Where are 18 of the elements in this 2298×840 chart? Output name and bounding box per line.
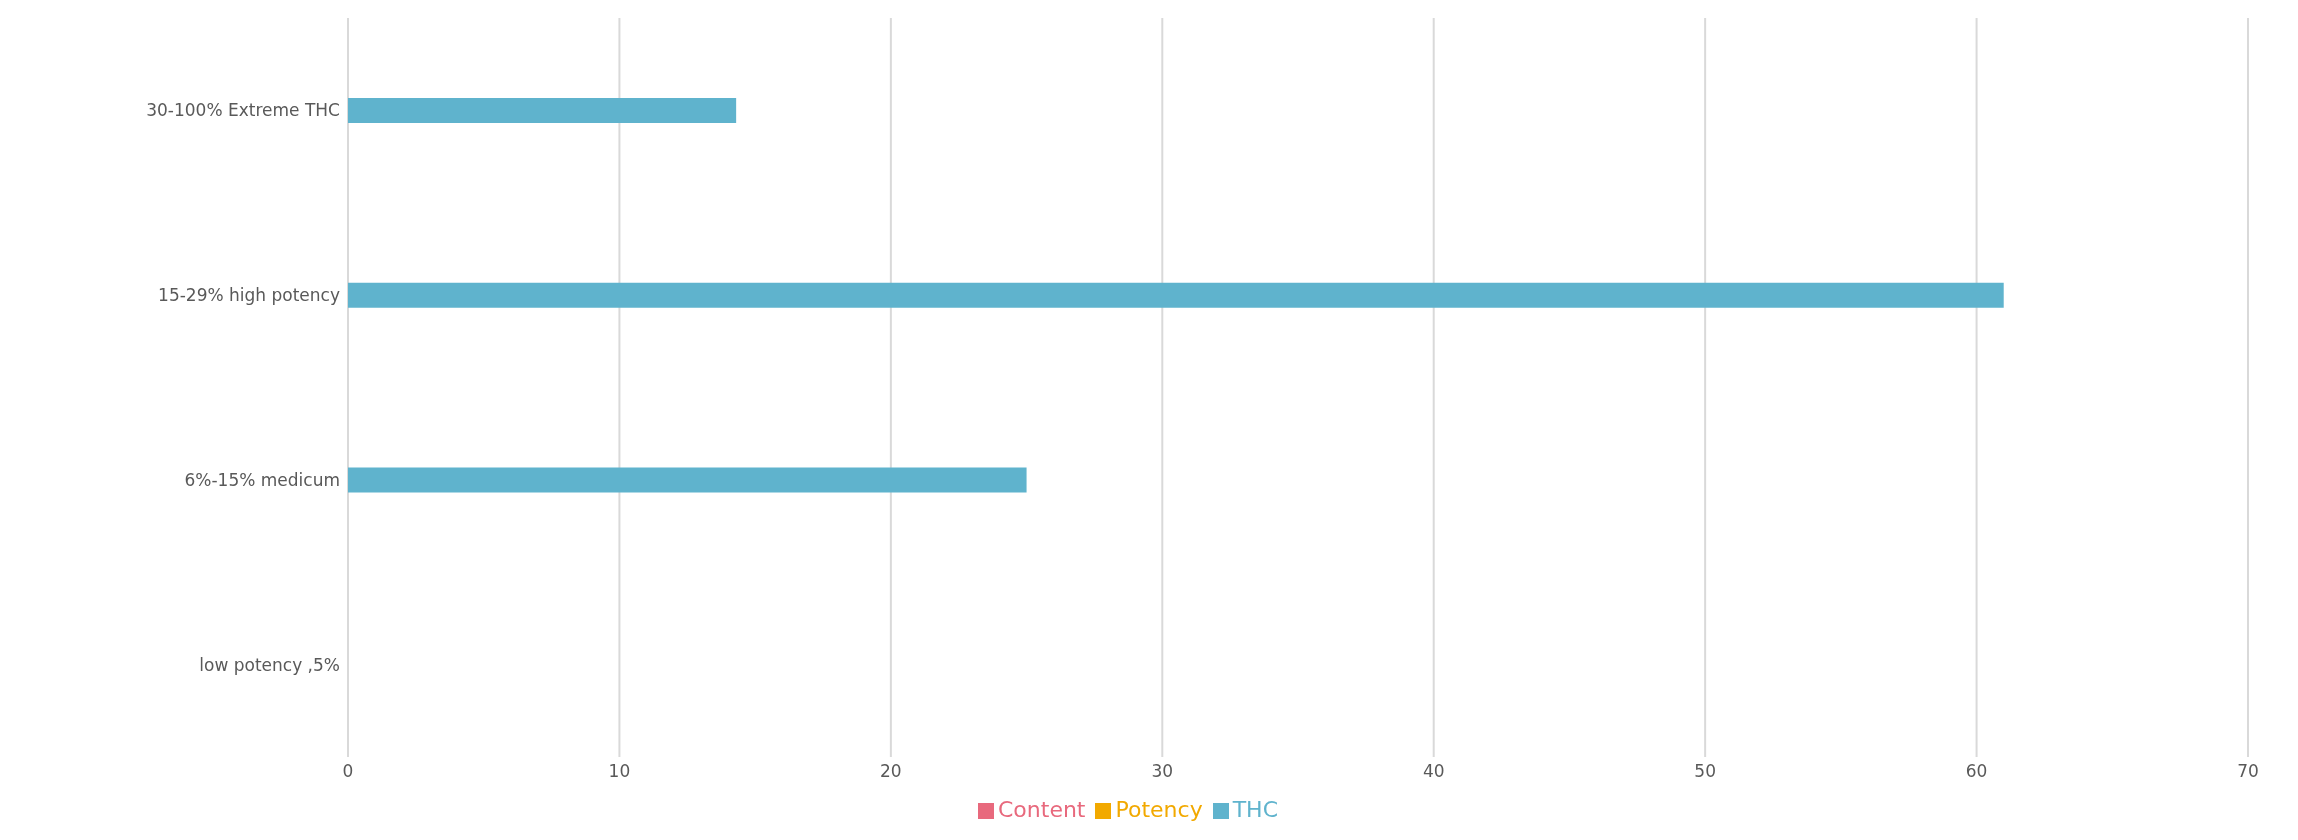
x-tick-label: 50 [1694, 761, 1716, 782]
bar [348, 98, 737, 123]
x-tick-label: 40 [1422, 761, 1445, 782]
x-tick-label: 20 [880, 761, 902, 782]
y-tick-label: 30-100% Extreme THC [146, 100, 340, 121]
legend-label: THC [1232, 797, 1278, 822]
y-tick-label: 6%-15% medicum [184, 469, 340, 490]
bar [348, 282, 2004, 308]
y-tick-label: 15-29% high potency [158, 285, 340, 306]
y-tick-label: low potency ,5% [199, 654, 340, 675]
x-tick-label: 10 [608, 761, 631, 782]
legend-label: Content [997, 797, 1086, 822]
x-tick-label: 0 [342, 761, 354, 782]
x-tick-label: 60 [1965, 761, 1988, 782]
legend-label: Potency [1115, 797, 1203, 822]
x-tick-label: 70 [2237, 761, 2259, 782]
x-tick-label: 30 [1151, 761, 1174, 782]
bar [348, 467, 1027, 493]
